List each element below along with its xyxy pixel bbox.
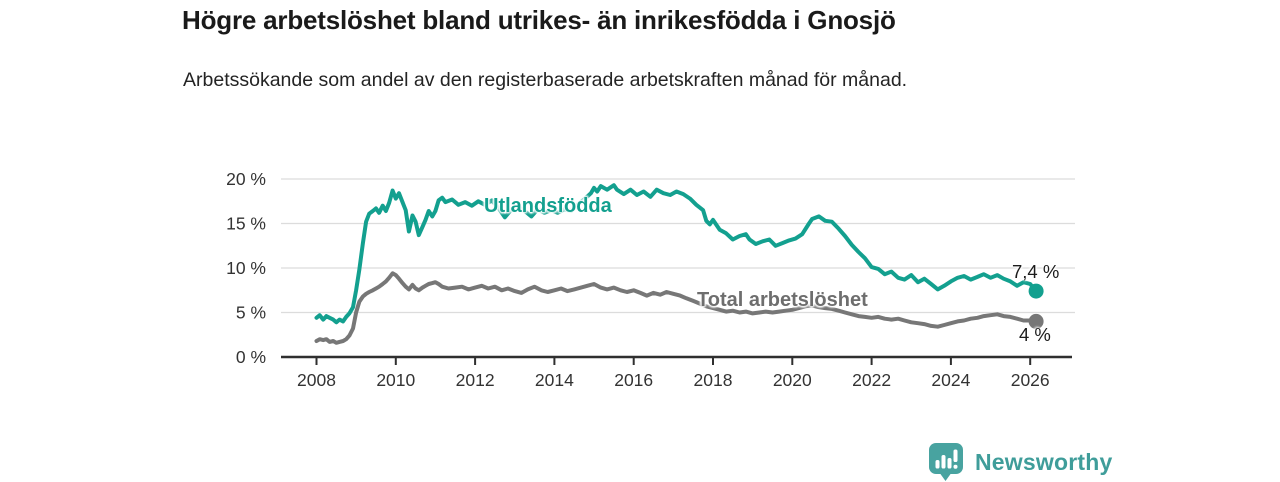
x-axis-label-2010: 2010 [376,370,415,390]
series-end-dot-utlandsfodda [1028,283,1044,299]
x-axis-label-2020: 2020 [773,370,812,390]
chart-subtitle: Arbetssökande som andel av den registerb… [183,69,908,91]
end-value-label-utlandsfodda: 7,4 % [1012,261,1060,282]
x-axis-label-2014: 2014 [535,370,574,390]
series-line-total-arbetsloshet [314,271,1039,345]
series-label-utlandsfodda: Utlandsfödda [484,195,612,217]
y-axis-label-10: 10 % [226,258,266,278]
series-label-total-arbetsloshet: Total arbetslöshet [697,289,868,311]
y-axis-label-15: 15 % [226,214,266,234]
brand-name: Newsworthy [975,448,1113,475]
x-axis-label-2008: 2008 [297,370,336,390]
y-axis-label-5: 5 % [236,303,266,323]
y-axis-label-0: 0 % [236,347,266,367]
end-value-label-total: 4 % [1019,324,1051,345]
chart-title: Högre arbetslöshet bland utrikes- än inr… [182,5,896,35]
y-axis-label-20: 20 % [226,169,266,189]
x-axis-label-2024: 2024 [931,370,970,390]
series-line-utlandsfodda [314,183,1039,325]
newsworthy-logo: Newsworthy [928,442,1112,482]
series-end-dot-total-arbetsloshet [1028,313,1044,329]
x-axis-label-2026: 2026 [1011,370,1050,390]
x-axis-label-2018: 2018 [694,370,733,390]
x-axis-label-2022: 2022 [852,370,891,390]
x-axis-label-2012: 2012 [456,370,495,390]
newsworthy-bar-chart-bubble-icon [929,443,963,481]
x-axis-label-2016: 2016 [614,370,653,390]
